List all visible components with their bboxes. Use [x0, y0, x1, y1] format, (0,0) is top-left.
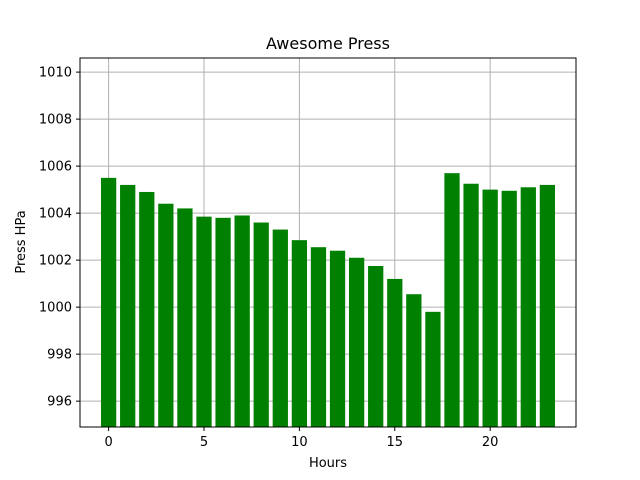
- chart-title: Awesome Press: [266, 34, 390, 53]
- y-tick-label-4: 1004: [39, 207, 72, 222]
- x-tick-label-2: 10: [291, 435, 308, 450]
- y-tick-label-1: 998: [47, 348, 72, 363]
- bar-hour-13: [348, 257, 365, 427]
- bar-hour-17: [425, 311, 441, 427]
- y-tick-label-5: 1006: [39, 160, 72, 175]
- bar-hour-6: [215, 217, 231, 427]
- bar-hour-21: [501, 190, 517, 427]
- y-axis-label: Press HPa: [14, 210, 29, 273]
- bar-hour-5: [196, 216, 212, 427]
- y-tick-label-0: 996: [47, 395, 72, 410]
- x-tick-label-0: 0: [104, 435, 112, 450]
- bar-hour-9: [272, 229, 288, 427]
- bar-hour-1: [120, 184, 136, 427]
- y-tick-label-2: 1000: [39, 301, 72, 316]
- bar-hour-8: [253, 222, 269, 427]
- bar-hour-12: [329, 250, 346, 427]
- bar-hour-23: [539, 184, 556, 427]
- bar-hour-19: [463, 183, 479, 427]
- y-tick-label-3: 1002: [39, 254, 72, 269]
- bar-hour-15: [387, 278, 403, 427]
- bar-hour-22: [520, 187, 536, 427]
- x-tick-label-3: 15: [386, 435, 403, 450]
- y-tick-label-6: 1008: [39, 113, 72, 128]
- bar-hour-18: [444, 173, 460, 427]
- axis-ticks: 0 5 10 15 20 996 998 1000 1002 1004 1006 1008 1010: [39, 66, 499, 450]
- bar-hour-16: [406, 294, 422, 427]
- bar-hour-14: [368, 266, 384, 427]
- bar-hour-10: [291, 240, 308, 427]
- bar-hour-2: [139, 191, 155, 427]
- bar-hour-7: [234, 215, 250, 427]
- x-tick-label-1: 5: [200, 435, 208, 450]
- y-tick-label-7: 1010: [39, 66, 72, 81]
- plot-area-frame: [79, 57, 577, 428]
- bar-hour-11: [310, 247, 327, 427]
- x-axis-label: Hours: [309, 456, 347, 471]
- x-tick-label-4: 20: [482, 435, 499, 450]
- bar-hour-20: [482, 189, 498, 427]
- bar-hour-3: [158, 203, 174, 427]
- bar-series: [100, 173, 556, 427]
- bar-hour-0: [100, 177, 117, 427]
- bar-hour-4: [177, 208, 193, 427]
